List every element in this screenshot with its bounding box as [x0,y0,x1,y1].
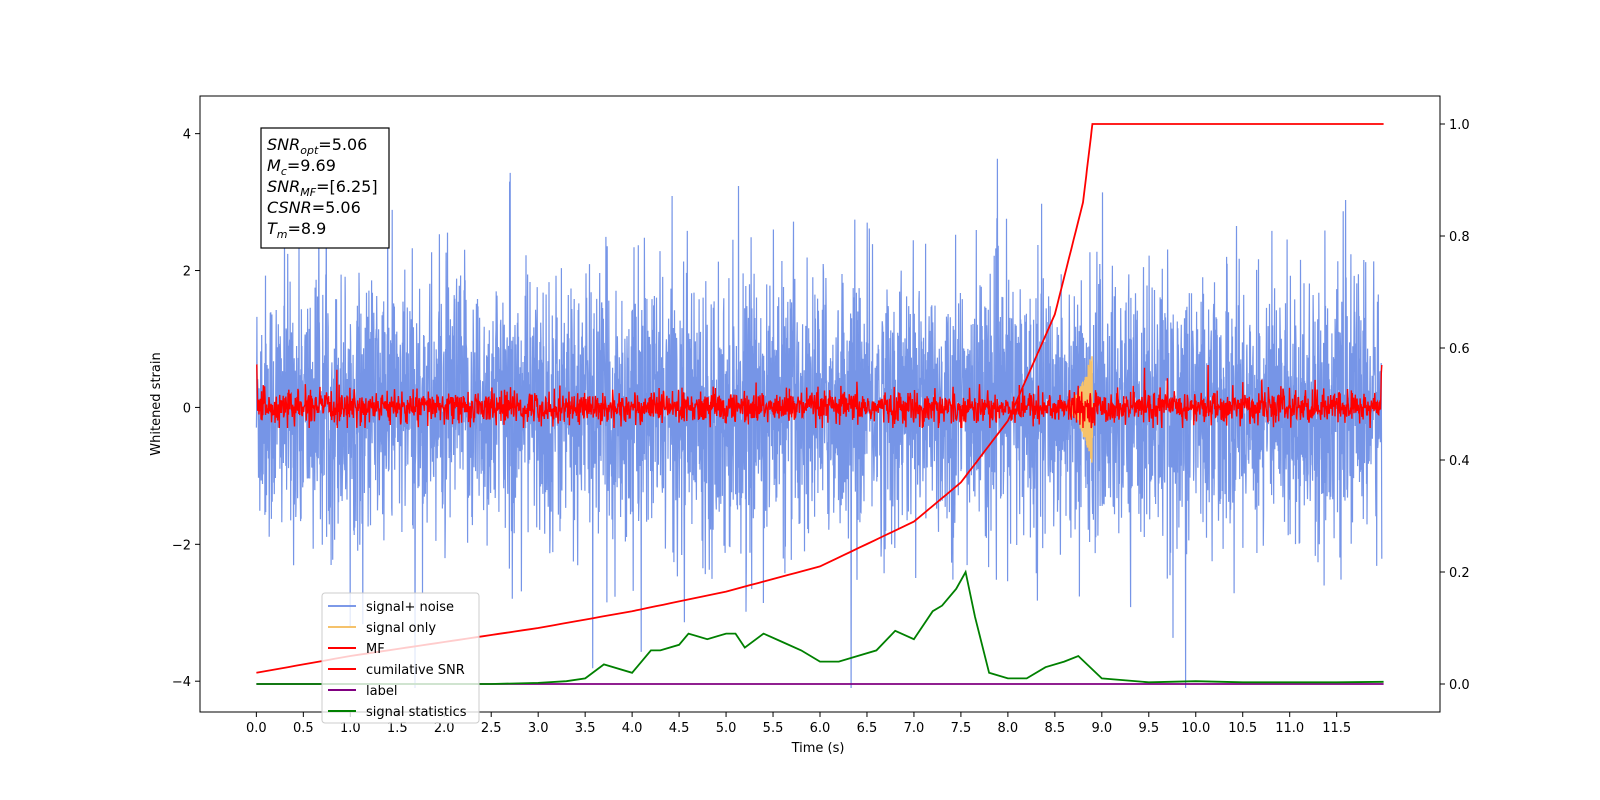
y-right-tick-label: 0.6 [1449,342,1470,357]
x-tick-label: 1.0 [340,721,361,736]
x-tick-label: 3.5 [575,721,596,736]
annotation-value: =5.06 [318,135,367,154]
x-tick-label: 4.5 [669,721,690,736]
annotation-line: Mc=9.69 [267,156,336,178]
y-right-tick-label: 0.0 [1449,678,1470,693]
x-tick-label: 10.5 [1228,721,1257,736]
x-tick-label: 7.0 [904,721,925,736]
x-tick-label: 3.0 [528,721,549,736]
x-tick-label: 8.0 [998,721,1019,736]
y-left-tick-label: −4 [172,675,191,690]
x-tick-label: 11.5 [1322,721,1351,736]
y-right-tick-label: 1.0 [1449,118,1470,133]
annotation-line: SNRopt=5.06 [267,135,367,157]
annotation-subscript: MF [300,186,316,199]
legend-label: signal statistics [366,705,467,720]
x-tick-label: 2.5 [481,721,502,736]
x-tick-label: 5.5 [763,721,784,736]
x-tick-label: 1.5 [387,721,408,736]
annotation-symbol: SNR [267,177,300,196]
x-tick-label: 9.0 [1091,721,1112,736]
annotation-value: =8.9 [288,219,327,238]
x-axis-label: Time (s) [791,741,845,756]
annotation-line: SNRMF=[6.25] [267,177,378,199]
y-axis-right: 0.0 0.2 0.4 0.6 0.8 1.0 [1440,118,1470,693]
x-tick-label: 6.0 [810,721,831,736]
legend-frame [321,592,480,724]
legend-label: signal+ noise [366,600,454,615]
x-tick-label: 10.0 [1181,721,1210,736]
legend-label: signal only [366,621,436,636]
annotation-value: =[6.25] [316,177,378,196]
annotation-line: Tm=8.9 [267,219,326,241]
annotation-subscript: m [277,228,288,241]
annotation-subscript: opt [300,144,319,157]
stats-annotation-box: SNRopt=5.06Mc=9.69SNRMF=[6.25]CSNR=5.06T… [260,127,390,249]
y-right-tick-label: 0.2 [1449,566,1470,581]
series-mf-line [256,364,1383,429]
y-left-tick-label: 4 [183,128,191,143]
y-left-tick-label: 2 [183,265,191,280]
annotation-line: CSNR=5.06 [267,198,361,217]
y-right-tick-label: 0.4 [1449,454,1470,469]
y-left-tick-label: 0 [183,401,191,416]
annotation-value: =5.06 [312,198,361,217]
legend-label: cumilative SNR [366,663,465,678]
y-axis-left: −4 −2 0 2 4 [172,128,200,690]
annotation-value: =9.69 [287,156,336,175]
x-tick-label: 6.5 [857,721,878,736]
x-tick-label: 0.5 [293,721,314,736]
x-tick-label: 5.0 [716,721,737,736]
x-tick-label: 0.0 [246,721,267,736]
x-tick-label: 8.5 [1045,721,1066,736]
x-axis: 0.0 0.5 1.0 1.5 2.0 2.5 3.0 3.5 4.0 4.5 5.0 5.5 6.0 6… [246,712,1351,736]
annotation-symbol: CSNR [267,198,312,217]
legend-label: MF [366,642,385,657]
annotation-box-frame [260,127,390,249]
x-tick-label: 11.0 [1275,721,1304,736]
x-tick-label: 2.0 [434,721,455,736]
x-tick-label: 4.0 [622,721,643,736]
legend-label: label [366,684,397,699]
y-right-tick-label: 0.8 [1449,230,1470,245]
y-left-tick-label: −2 [172,538,191,553]
x-tick-label: 9.5 [1138,721,1159,736]
annotation-symbol: SNR [267,135,300,154]
series-signal-statistics-line [256,569,1384,685]
legend: signal+ noise signal only MF cumilative SNR… [321,592,480,724]
x-tick-label: 7.5 [951,721,972,736]
y-axis-label: Whitened strain [149,352,164,455]
annotation-symbol: M [267,156,281,175]
annotation-symbol: T [267,219,278,238]
annotation-subscript: c [281,165,287,178]
